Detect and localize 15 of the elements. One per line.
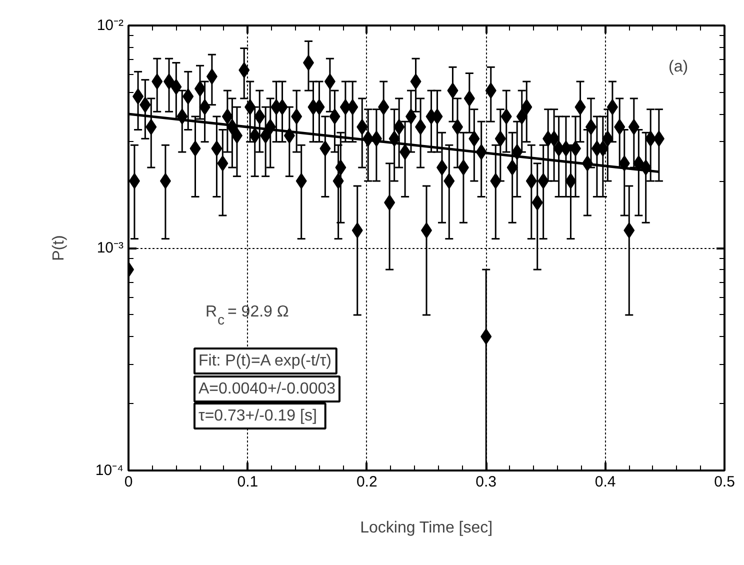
- x-tick-label: 0.1: [237, 474, 258, 490]
- x-tick-label: 0: [124, 474, 133, 490]
- x-tick-label: 0.5: [714, 474, 735, 490]
- x-tick-label: 0.2: [356, 474, 378, 490]
- y-axis-title: P(t): [50, 235, 68, 261]
- y-tick-label: 10⁻²: [96, 17, 124, 34]
- annotation: Fit: P(t)=A exp(-t/τ): [198, 352, 332, 370]
- x-tick-label: 0.3: [476, 474, 497, 490]
- x-tick-label: 0.4: [594, 474, 616, 490]
- y-tick-label: 10⁻⁴: [95, 462, 124, 479]
- annotation: τ=0.73+/-0.19 [s]: [198, 408, 317, 424]
- x-axis-title: Locking Time [sec]: [360, 520, 493, 536]
- annotation: A=0.0040+/-0.0003: [198, 380, 336, 398]
- annotation: (a): [668, 58, 688, 76]
- y-tick-label: 10⁻³: [96, 240, 124, 256]
